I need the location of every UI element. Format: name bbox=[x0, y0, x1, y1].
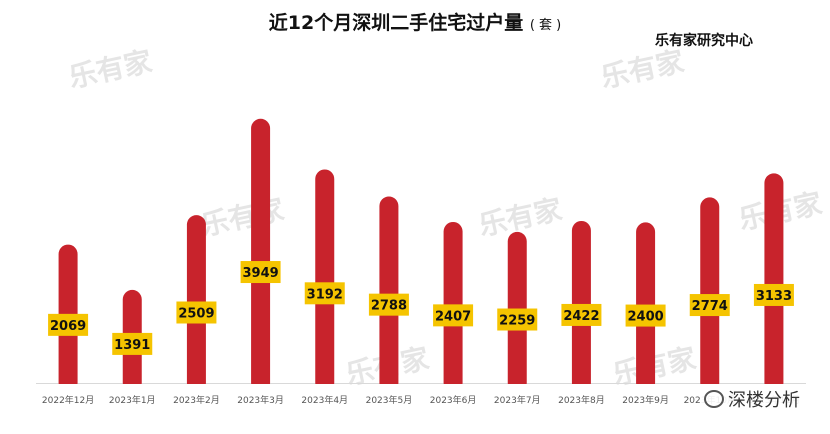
data-label-box bbox=[176, 301, 217, 324]
bar-base-mask bbox=[378, 384, 400, 403]
data-label-box bbox=[689, 294, 730, 317]
data-label-box bbox=[561, 303, 602, 326]
data-label-box bbox=[753, 283, 794, 306]
bar-base-mask bbox=[506, 384, 528, 403]
bar-base-mask bbox=[442, 384, 464, 403]
data-label: 2422 bbox=[563, 309, 599, 324]
bar-base-mask bbox=[314, 384, 336, 403]
x-tick-label: 2023年9月 bbox=[622, 394, 669, 406]
data-label: 3133 bbox=[756, 289, 792, 304]
data-label: 2788 bbox=[371, 299, 407, 314]
chart-title-text: 近12个月深圳二手住宅过户量 bbox=[268, 12, 524, 34]
data-label-box bbox=[112, 332, 153, 355]
x-tick-label: 2023年2月 bbox=[173, 394, 220, 406]
bar-base-mask bbox=[570, 384, 592, 403]
bar-base-mask bbox=[635, 384, 657, 403]
x-tick-label: 2023年8月 bbox=[558, 394, 605, 406]
data-label: 2400 bbox=[627, 310, 663, 325]
data-label-box bbox=[625, 304, 666, 327]
source-label: 乐有家研究中心 bbox=[655, 33, 753, 49]
data-label-box bbox=[240, 261, 281, 284]
x-tick-label: 2023年6月 bbox=[430, 394, 477, 406]
data-label: 2069 bbox=[50, 319, 86, 334]
data-label-box bbox=[304, 282, 345, 305]
x-tick-label: 2022年12月 bbox=[42, 394, 94, 406]
data-label: 3949 bbox=[242, 266, 278, 281]
x-tick-label: 2023年1月 bbox=[109, 394, 156, 406]
x-tick-label: 2023年5月 bbox=[366, 394, 413, 406]
bar-base-mask bbox=[250, 384, 272, 403]
x-tick-label: 2023年4月 bbox=[301, 394, 348, 406]
wechat-icon bbox=[704, 390, 724, 408]
x-tick-label: 2023年7月 bbox=[494, 394, 541, 406]
data-label-box bbox=[497, 308, 538, 331]
bar-base-mask bbox=[57, 384, 79, 403]
data-label: 2259 bbox=[499, 314, 535, 329]
bar bbox=[251, 118, 271, 393]
data-label: 1391 bbox=[114, 338, 150, 353]
data-label-box bbox=[368, 293, 409, 316]
bar bbox=[315, 169, 335, 393]
x-tick-label: 2023年3月 bbox=[237, 394, 284, 406]
data-label-box bbox=[48, 313, 89, 336]
data-label: 3192 bbox=[307, 287, 343, 302]
data-label: 2509 bbox=[178, 306, 214, 321]
bar-base-mask bbox=[121, 384, 143, 403]
data-label: 2407 bbox=[435, 309, 471, 324]
wechat-badge: 深楼分析 bbox=[700, 384, 804, 414]
wechat-account: 深楼分析 bbox=[728, 390, 800, 411]
bar-base-mask bbox=[185, 384, 207, 403]
data-label: 2774 bbox=[692, 299, 728, 314]
chart-title-unit: ( 套 ) bbox=[529, 18, 562, 33]
data-label-box bbox=[433, 304, 474, 327]
bar bbox=[764, 173, 784, 393]
chart-title: 近12个月深圳二手住宅过户量 ( 套 ) bbox=[0, 8, 830, 35]
